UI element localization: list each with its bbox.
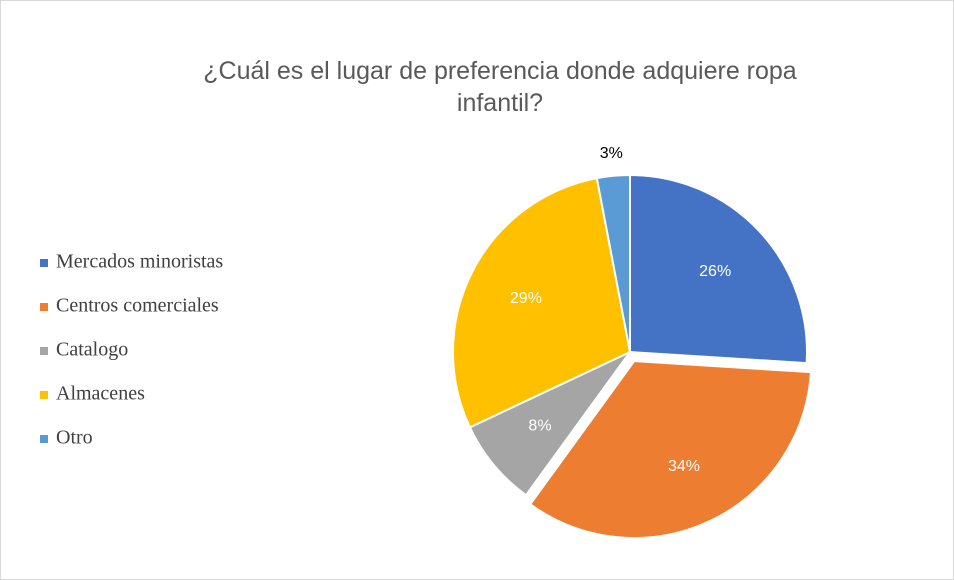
data-label: 29%	[510, 290, 542, 307]
pie-slice	[452, 176, 632, 429]
pie-slice	[595, 173, 631, 353]
legend-label: Otro	[56, 427, 93, 449]
legend-label: Centros comerciales	[56, 295, 219, 317]
data-label: 3%	[600, 145, 623, 162]
legend-label: Almacenes	[56, 383, 145, 405]
chart-title: ¿Cuál es el lugar de preferencia donde a…	[203, 57, 797, 117]
data-label: 34%	[668, 458, 700, 475]
legend-swatch	[40, 259, 48, 267]
legend-label: Mercados minoristas	[56, 251, 223, 273]
legend-swatch	[40, 303, 48, 311]
pie-slice	[528, 360, 812, 540]
legend-label: Catalogo	[56, 339, 128, 361]
data-label: 8%	[528, 418, 551, 435]
legend-swatch	[40, 391, 48, 399]
pie-slice	[468, 351, 631, 497]
pie-slice	[629, 173, 808, 365]
legend-swatch	[40, 435, 48, 443]
data-label: 26%	[699, 263, 731, 280]
legend-swatch	[40, 347, 48, 355]
